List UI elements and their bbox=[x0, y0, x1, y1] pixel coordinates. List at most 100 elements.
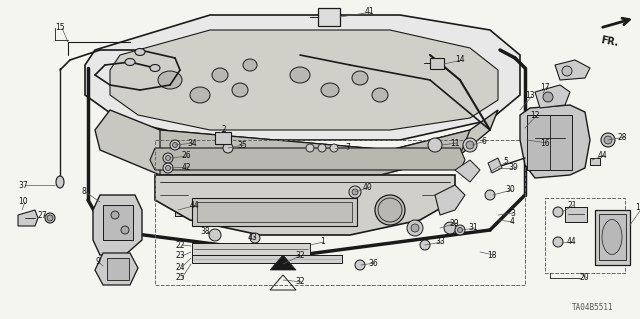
Ellipse shape bbox=[349, 186, 361, 198]
Text: 44: 44 bbox=[190, 201, 200, 210]
Text: 23: 23 bbox=[175, 251, 184, 261]
Ellipse shape bbox=[604, 136, 612, 144]
Ellipse shape bbox=[232, 83, 248, 97]
Ellipse shape bbox=[290, 67, 310, 83]
Text: 42: 42 bbox=[182, 162, 191, 172]
Text: 28: 28 bbox=[618, 132, 627, 142]
Ellipse shape bbox=[243, 59, 257, 71]
Ellipse shape bbox=[111, 211, 119, 219]
Polygon shape bbox=[160, 130, 470, 175]
Text: 39: 39 bbox=[508, 164, 518, 173]
Text: 14: 14 bbox=[455, 56, 465, 64]
Ellipse shape bbox=[190, 87, 210, 103]
Bar bbox=[430, 58, 444, 69]
Text: 41: 41 bbox=[365, 8, 374, 17]
Text: 4: 4 bbox=[510, 218, 515, 226]
Polygon shape bbox=[93, 195, 142, 255]
Text: 5: 5 bbox=[503, 158, 508, 167]
Ellipse shape bbox=[428, 138, 442, 152]
Polygon shape bbox=[150, 148, 465, 170]
Bar bbox=[197, 202, 352, 222]
Polygon shape bbox=[455, 160, 480, 182]
Bar bbox=[590, 158, 600, 165]
Text: 29: 29 bbox=[450, 219, 460, 227]
Text: 22: 22 bbox=[175, 241, 184, 249]
Ellipse shape bbox=[125, 58, 135, 65]
Text: 31: 31 bbox=[468, 224, 477, 233]
Bar bbox=[155, 140, 525, 285]
Ellipse shape bbox=[330, 144, 338, 152]
Ellipse shape bbox=[56, 176, 64, 188]
Ellipse shape bbox=[458, 227, 463, 233]
Polygon shape bbox=[270, 255, 296, 270]
Text: 16: 16 bbox=[540, 138, 550, 147]
Ellipse shape bbox=[135, 48, 145, 56]
Ellipse shape bbox=[485, 190, 495, 200]
Text: 43: 43 bbox=[248, 233, 258, 241]
Text: 38: 38 bbox=[200, 227, 210, 236]
Text: 21: 21 bbox=[567, 201, 577, 210]
Ellipse shape bbox=[602, 219, 622, 255]
Bar bbox=[192, 198, 357, 226]
Ellipse shape bbox=[355, 260, 365, 270]
Text: 8: 8 bbox=[82, 188, 87, 197]
Text: 37: 37 bbox=[18, 181, 28, 189]
Text: 13: 13 bbox=[525, 92, 534, 100]
Ellipse shape bbox=[463, 138, 477, 152]
Ellipse shape bbox=[543, 92, 553, 102]
Ellipse shape bbox=[150, 64, 160, 71]
Ellipse shape bbox=[121, 226, 129, 234]
Text: 30: 30 bbox=[505, 186, 515, 195]
Polygon shape bbox=[488, 158, 502, 173]
Polygon shape bbox=[435, 185, 465, 215]
Text: 3: 3 bbox=[510, 209, 515, 218]
Ellipse shape bbox=[173, 143, 177, 147]
Ellipse shape bbox=[166, 155, 170, 160]
Bar bbox=[192, 243, 310, 255]
Text: 40: 40 bbox=[363, 182, 372, 191]
Ellipse shape bbox=[407, 220, 423, 236]
Text: 1: 1 bbox=[320, 238, 324, 247]
Ellipse shape bbox=[466, 141, 474, 149]
Ellipse shape bbox=[321, 83, 339, 97]
Ellipse shape bbox=[553, 237, 563, 247]
Text: 12: 12 bbox=[530, 110, 540, 120]
Text: 27: 27 bbox=[37, 211, 47, 219]
Polygon shape bbox=[520, 105, 590, 178]
Polygon shape bbox=[95, 110, 498, 175]
Ellipse shape bbox=[444, 222, 456, 234]
Text: 34: 34 bbox=[187, 138, 196, 147]
Ellipse shape bbox=[158, 71, 182, 89]
Ellipse shape bbox=[352, 71, 368, 85]
Polygon shape bbox=[535, 85, 570, 108]
Bar bbox=[103, 205, 133, 240]
Bar bbox=[595, 210, 630, 265]
Text: TA04B5511: TA04B5511 bbox=[572, 303, 614, 313]
Ellipse shape bbox=[352, 189, 358, 195]
Bar bbox=[192, 255, 342, 263]
Bar bbox=[599, 214, 626, 260]
Ellipse shape bbox=[209, 229, 221, 241]
Ellipse shape bbox=[170, 140, 180, 150]
Ellipse shape bbox=[47, 215, 53, 221]
Ellipse shape bbox=[318, 144, 326, 152]
Ellipse shape bbox=[375, 195, 405, 225]
Ellipse shape bbox=[45, 213, 55, 223]
Polygon shape bbox=[85, 15, 520, 140]
Polygon shape bbox=[555, 60, 590, 80]
Polygon shape bbox=[95, 253, 138, 285]
Text: 19: 19 bbox=[635, 204, 640, 212]
Text: 10: 10 bbox=[18, 197, 28, 206]
Bar bbox=[175, 208, 187, 216]
Text: 33: 33 bbox=[435, 238, 445, 247]
Text: 7: 7 bbox=[345, 144, 350, 152]
Bar bbox=[107, 258, 129, 280]
Ellipse shape bbox=[378, 198, 402, 222]
Text: 20: 20 bbox=[580, 273, 589, 283]
Ellipse shape bbox=[420, 240, 430, 250]
Text: 11: 11 bbox=[450, 138, 460, 147]
Ellipse shape bbox=[250, 233, 260, 243]
Text: 44: 44 bbox=[598, 151, 608, 160]
Ellipse shape bbox=[372, 88, 388, 102]
Text: 9: 9 bbox=[95, 257, 100, 266]
